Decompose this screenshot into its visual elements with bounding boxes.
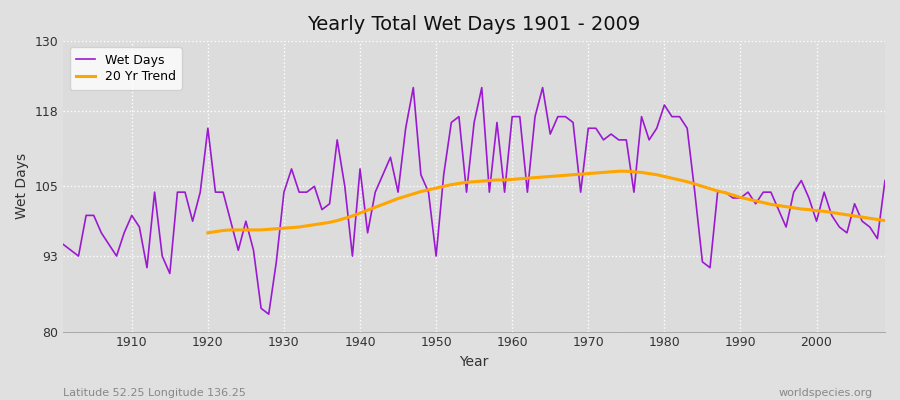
Wet Days — [58, 242, 68, 247]
Wet Days — [515, 114, 526, 119]
X-axis label: Year: Year — [460, 355, 489, 369]
20 Yr Trend — [202, 230, 213, 235]
Wet Days — [613, 138, 624, 142]
Wet Days — [339, 184, 350, 189]
Wet Days — [293, 190, 304, 194]
Text: Latitude 52.25 Longitude 136.25: Latitude 52.25 Longitude 136.25 — [63, 388, 246, 398]
20 Yr Trend — [857, 215, 868, 220]
Legend: Wet Days, 20 Yr Trend: Wet Days, 20 Yr Trend — [69, 47, 182, 90]
20 Yr Trend — [773, 203, 784, 208]
Text: worldspecies.org: worldspecies.org — [778, 388, 873, 398]
Line: Wet Days: Wet Days — [63, 88, 885, 314]
20 Yr Trend — [293, 225, 304, 230]
Line: 20 Yr Trend: 20 Yr Trend — [208, 171, 885, 233]
20 Yr Trend — [879, 218, 890, 223]
Y-axis label: Wet Days: Wet Days — [15, 153, 29, 220]
Wet Days — [879, 178, 890, 183]
20 Yr Trend — [788, 206, 799, 210]
20 Yr Trend — [682, 179, 693, 184]
Wet Days — [408, 85, 418, 90]
20 Yr Trend — [613, 169, 624, 174]
Wet Days — [264, 312, 274, 316]
Wet Days — [522, 190, 533, 194]
Wet Days — [119, 230, 130, 235]
20 Yr Trend — [408, 192, 418, 196]
Title: Yearly Total Wet Days 1901 - 2009: Yearly Total Wet Days 1901 - 2009 — [308, 15, 641, 34]
